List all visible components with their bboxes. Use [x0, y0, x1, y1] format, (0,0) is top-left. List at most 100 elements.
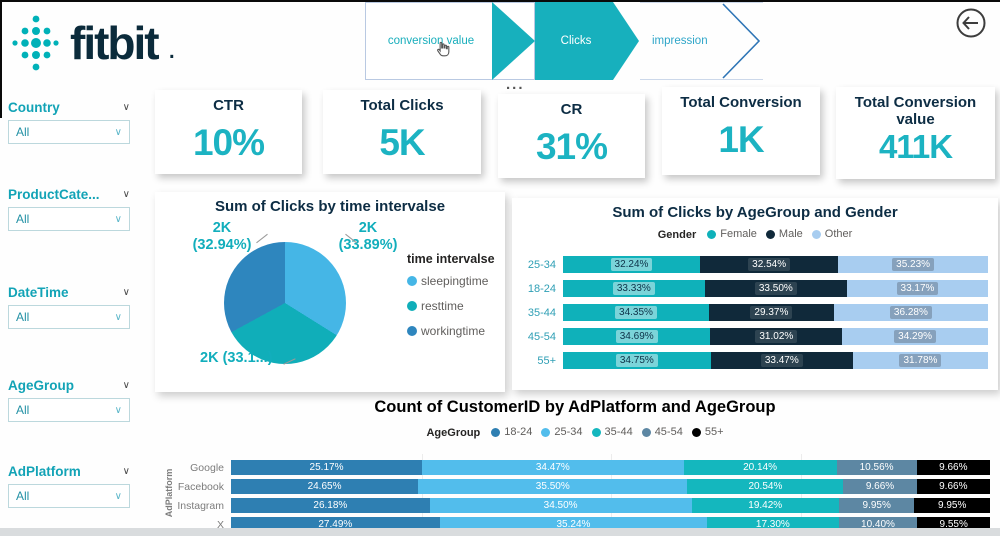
bar-segment-Male[interactable]: 33.47% [710, 352, 853, 369]
chevron-down-icon: ∨ [114, 404, 122, 416]
legend-dot-icon [491, 427, 501, 437]
data-label: 35.24% [556, 519, 591, 530]
legend-dot-icon [541, 427, 551, 437]
filter-dropdown[interactable]: All ∨ [8, 207, 130, 231]
legend-item[interactable]: resttime [407, 299, 497, 313]
bar-segment-Other[interactable]: 34.29% [842, 328, 988, 345]
chevron-down-icon: ∨ [114, 311, 122, 323]
filter-dropdown[interactable]: All ∨ [8, 484, 130, 508]
category-label: 55+ [537, 354, 556, 367]
pie-data-label: 2K (33.89%) [338, 220, 398, 253]
nav-item-clicks[interactable]: Clicks [535, 2, 639, 80]
back-button[interactable] [954, 6, 988, 40]
bar-segment-Other[interactable]: 35.23% [838, 256, 988, 273]
bar-segment-18-24[interactable]: 25.17% [231, 460, 423, 475]
bar-segment-35-44[interactable]: 20.54% [687, 479, 844, 494]
data-label: 34.69% [615, 330, 658, 343]
legend-item[interactable]: 35-44 [591, 426, 633, 438]
data-label: 33.50% [754, 282, 797, 295]
legend-item[interactable]: Other [811, 228, 852, 240]
legend-item[interactable]: workingtime [407, 324, 497, 338]
legend-item[interactable]: 25-34 [541, 426, 583, 438]
bar-segment-55+[interactable]: 9.66% [916, 479, 990, 494]
data-label: 35.23% [892, 258, 935, 271]
legend-item[interactable]: 45-54 [641, 426, 683, 438]
filter-header[interactable]: Country ∨ [8, 100, 130, 115]
bar-segment-Female[interactable]: 32.24% [563, 256, 700, 273]
chevron-down-icon: ∨ [122, 380, 130, 391]
legend-dot-icon [765, 229, 775, 239]
bar-segment-Female[interactable]: 34.75% [563, 352, 711, 369]
filter-header[interactable]: DateTime ∨ [8, 285, 130, 300]
kpi-title: CR [560, 101, 583, 118]
pie-data-label: 2K (32.94%) [192, 220, 252, 253]
bar-segment-Male[interactable]: 31.02% [710, 328, 843, 345]
bar-segment-45-54[interactable]: 9.66% [843, 479, 917, 494]
bar-segment-18-24[interactable]: 24.65% [231, 479, 419, 494]
bar-track: 34.69% 31.02% 34.29% [563, 328, 988, 345]
nav-item-label: impression [652, 35, 708, 47]
legend-item[interactable]: 55+ [691, 426, 724, 438]
filter-header[interactable]: ProductCate... ∨ [8, 187, 130, 202]
page-bottom-edge [0, 528, 1000, 536]
bar-track: 34.35% 29.37% 36.28% [563, 304, 988, 321]
bar-segment-Other[interactable]: 31.78% [852, 352, 988, 369]
bar-segment-45-54[interactable]: 10.56% [836, 460, 917, 475]
bar-segment-Female[interactable]: 33.33% [563, 280, 705, 297]
kpi-card-ctr: CTR 10% [155, 90, 302, 174]
category-label: 18-24 [527, 282, 556, 295]
nav-item-impression[interactable]: impression [640, 2, 763, 80]
legend-item[interactable]: Male [765, 228, 803, 240]
chevron-down-icon: ∨ [122, 102, 130, 113]
more-options-button[interactable]: ... [506, 76, 525, 93]
bar-segment-Male[interactable]: 32.54% [700, 256, 839, 273]
bar-segment-55+[interactable]: 9.95% [914, 498, 990, 513]
bar-track: 33.33% 33.50% 33.17% [563, 280, 988, 297]
kpi-card-total-conversion-value: Total Conversion value 411K [836, 87, 995, 179]
kpi-value: 411K [878, 128, 953, 165]
filter-dropdown[interactable]: All ∨ [8, 120, 130, 144]
legend-item[interactable]: sleepingtime [407, 274, 497, 288]
data-label: 26.18% [313, 500, 348, 511]
bar-segment-Male[interactable]: 33.50% [704, 280, 848, 297]
bar-segment-45-54[interactable]: 9.95% [838, 498, 915, 513]
legend-dot-icon [707, 229, 717, 239]
bar-segment-35-44[interactable]: 20.14% [683, 460, 837, 475]
filter-label: ProductCate... [8, 187, 100, 202]
bar-segment-Other[interactable]: 33.17% [847, 280, 988, 297]
bar-track: 24.65% 35.50% 20.54% 9.66% 9.66% [231, 479, 990, 494]
bar-segment-25-34[interactable]: 34.50% [429, 498, 692, 513]
bar-row: Google 25.17% 34.47% 20.14% 10.56% 9.66% [150, 460, 990, 475]
category-label: 25-34 [527, 258, 556, 271]
bar-segment-25-34[interactable]: 34.47% [422, 460, 684, 475]
legend-item[interactable]: 18-24 [491, 426, 532, 438]
legend-label: 18-24 [504, 426, 533, 438]
kpi-title: Total Conversion [680, 94, 802, 111]
chevron-down-icon: ∨ [114, 126, 122, 138]
bar-segment-35-44[interactable]: 19.42% [691, 498, 839, 513]
bar-segment-Female[interactable]: 34.35% [563, 304, 709, 321]
bar-track: 26.18% 34.50% 19.42% 9.95% 9.95% [231, 498, 990, 513]
data-label: 34.50% [543, 500, 578, 511]
bar-segment-55+[interactable]: 9.66% [916, 460, 990, 475]
bar-row: Instagram 26.18% 34.50% 19.42% 9.95% 9.95% [150, 498, 990, 513]
kpi-value: 1K [718, 119, 764, 160]
bar-segment-Male[interactable]: 29.37% [708, 304, 834, 321]
filter-dropdown[interactable]: All ∨ [8, 398, 130, 422]
filter-header[interactable]: AgeGroup ∨ [8, 378, 130, 393]
data-label: 9.55% [939, 519, 968, 530]
filter-dropdown[interactable]: All ∨ [8, 305, 130, 329]
bar-segment-Female[interactable]: 34.69% [563, 328, 711, 345]
cursor-icon [437, 41, 450, 57]
pie-chart[interactable] [224, 242, 346, 364]
legend-item[interactable]: Female [707, 228, 757, 240]
filter-header[interactable]: AdPlatform ∨ [8, 464, 130, 479]
nav-item-label: conversion value [387, 35, 475, 47]
legend-title: time intervalse [407, 252, 495, 266]
data-label: 20.54% [748, 481, 783, 492]
bar-segment-18-24[interactable]: 26.18% [231, 498, 430, 513]
platform-chart: Count of CustomerID by AdPlatform and Ag… [150, 398, 1000, 532]
bar-segment-Other[interactable]: 36.28% [833, 304, 988, 321]
bar-segment-25-34[interactable]: 35.50% [418, 479, 688, 494]
kpi-card-cr: CR 31% [498, 94, 645, 178]
